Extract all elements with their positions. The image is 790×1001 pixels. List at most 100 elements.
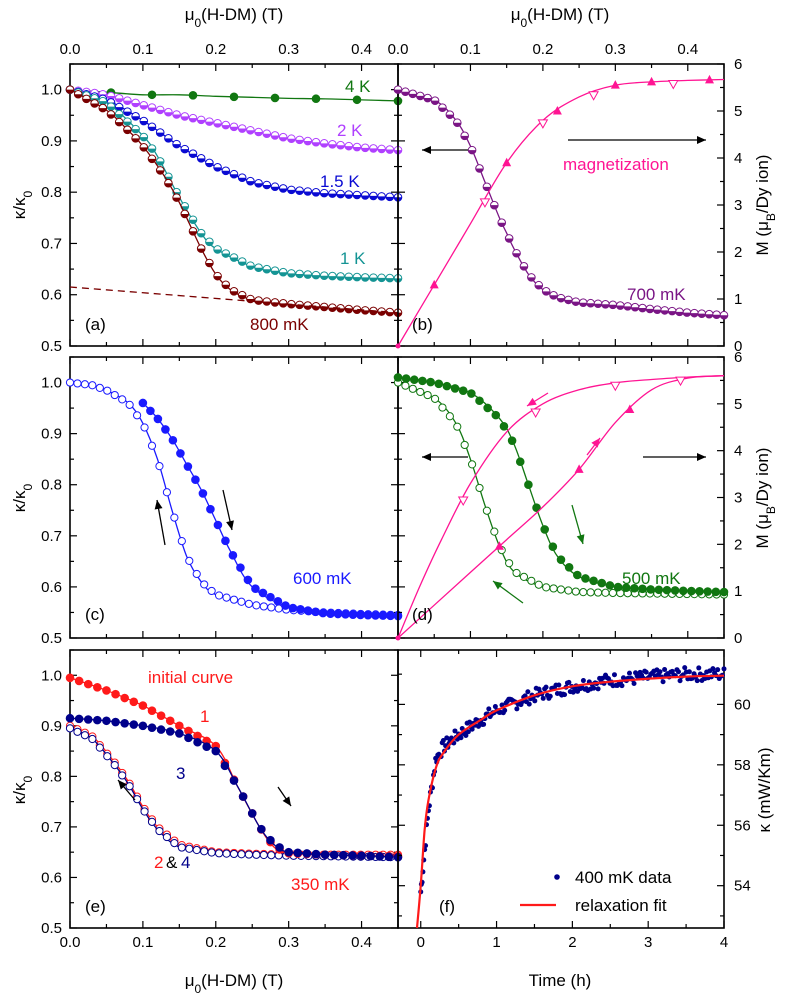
panel-f-data-point [481,721,487,727]
panel-f-fit-line [415,674,725,929]
panel-f-data-point [715,667,721,673]
panel-c-series-down-point [147,441,157,450]
panel-a-series-1-point-fill [156,109,164,114]
panel-a-series-3-point-fill [115,114,123,118]
panel-f-data-point [444,735,450,741]
panel-d-series-up-point [524,480,533,490]
panel-a-series-3-point-fill [123,121,132,126]
panel-e-series-initial-point [165,716,175,726]
panel-a-series-4-point-fill [222,284,230,289]
panel-b-m-point [429,279,439,289]
panel-c-series-down-point [95,383,104,392]
panel-a-series-3-point-fill [107,106,115,111]
y-tick-label: 0.7 [41,235,62,252]
panel-c-series-down-point [162,488,172,497]
panel-d-m-origin [395,635,401,641]
panel-e-series-3-point [293,848,303,858]
panel-a-series-4-point-fill [123,129,132,134]
panel-e-series-initial-point [74,676,84,686]
panel-b-series-0-point-fill [668,311,676,315]
panel-b-series-0-point-fill [712,314,721,319]
panel-e-series-4-point [200,847,209,856]
panel-d-arrow-pink-1-head [527,397,537,406]
panel-a-series-2-point-fill [295,190,304,195]
panel-a-series-4-point-fill [197,248,205,253]
panel-d-series-down-point [519,572,529,581]
panel-d-arrow-left-head [422,453,431,461]
panel-a-series-2-point-fill [304,191,312,196]
y-tick-label: 0.7 [41,819,62,836]
panel-a-series-1-point-fill [172,114,181,119]
panel-b-series-0-point-fill [438,107,447,112]
panel-f-data-point [492,704,498,710]
panel-c-series-up-point [386,611,395,621]
panel-b-arrow-left-head [422,146,431,154]
panel-e-series-initial-point [175,721,184,731]
panel-d-series-up-point [556,555,566,564]
panel-e-series-3-point [284,847,293,857]
panel-a-series-4-point-fill [353,309,361,314]
panel-c-series-up-point [326,609,335,619]
panel-c-series-down-point [192,569,201,579]
panel-d-series-up-point [711,587,721,597]
panel-e-series-initial-point [147,706,157,715]
panel-a-series-1-point-fill [353,147,361,151]
panel-e-series-3-point [74,714,84,724]
panel-a-series-3-point-fill [271,270,279,275]
y-tick-label: 56 [734,817,751,834]
panel-c-series-down-point [155,462,164,471]
y-tick-label: 6 [734,349,742,366]
panel-e-series-4-point [65,724,75,733]
panel-d-series-up-point [434,379,444,389]
y-tick-label: 0.8 [41,477,62,494]
panel-e-series-3-point [193,737,202,747]
panel-b-m-point [610,80,620,89]
panel-d-series-down-point [438,403,447,412]
panel-b-series-0-point-fill [557,298,565,302]
panel-b-series-0-point-fill [542,291,550,296]
panel-e-series-initial-point [111,689,120,699]
panel-a-series-0-point [147,90,157,100]
panel-d-m-up-line [397,375,725,639]
panel-b-series-0-point-fill [616,305,625,310]
panel-c-series-down-point [88,381,97,390]
panel-b-series-0-point-fill [675,311,684,316]
panel-a-series-2-point-fill [140,121,148,125]
panel-a-series-2-point-fill [336,194,345,198]
panel-a-series-4-point-fill [386,312,394,316]
panel-e-series-3-point [65,713,75,723]
panel-e-series-3-line [69,717,399,858]
panel-b-series-0-point-fill [697,313,706,318]
panel-e-series-4-point [125,782,134,791]
panel-a-series-3-point-fill [328,276,337,280]
panel-c-series-up-point [206,504,215,514]
panel-b-series-0-point-fill [572,301,580,306]
panel-c-series-up-point [273,597,283,606]
panel-d-arrow-pink-2-head [591,438,600,448]
panel-e-series-4-point [267,851,276,860]
panel-b-series-0-point-fill [623,306,632,311]
panel-b-series-0-point-fill [460,135,469,140]
panel-b-series-0-point-fill [549,295,558,300]
panel-a-series-4-point-fill [377,311,386,316]
panel-f-tag: (f) [439,897,455,916]
panel-a-series-2-point-fill [369,195,378,200]
panel-e-series-3-point [175,729,184,738]
panel-e-series-4-point [80,731,90,740]
panel-a-series-3-point-fill [156,161,164,166]
panel-d-series-up-point [589,576,598,586]
panel-d-tag: (d) [412,605,433,624]
panel-a-series-3-point-fill [312,275,320,279]
panel-d-series-up-point [654,585,664,595]
y-tick-label: 0.5 [41,920,62,937]
panel-e-series-3-point [83,715,93,724]
panel-b-series-0-point-fill [601,304,610,309]
panel-a-series-2-point-fill [205,162,214,167]
panel-d-series-up-point [581,574,590,583]
panel-c-series-down-point [237,597,246,606]
panel-d-arrow-green-2-head [493,581,503,590]
panel-c-series-down-point [185,556,194,565]
panel-a-label-0: 4 K [345,77,371,96]
panel-b-series-1-line [397,78,725,347]
panel-d-series-up-point [483,403,492,413]
